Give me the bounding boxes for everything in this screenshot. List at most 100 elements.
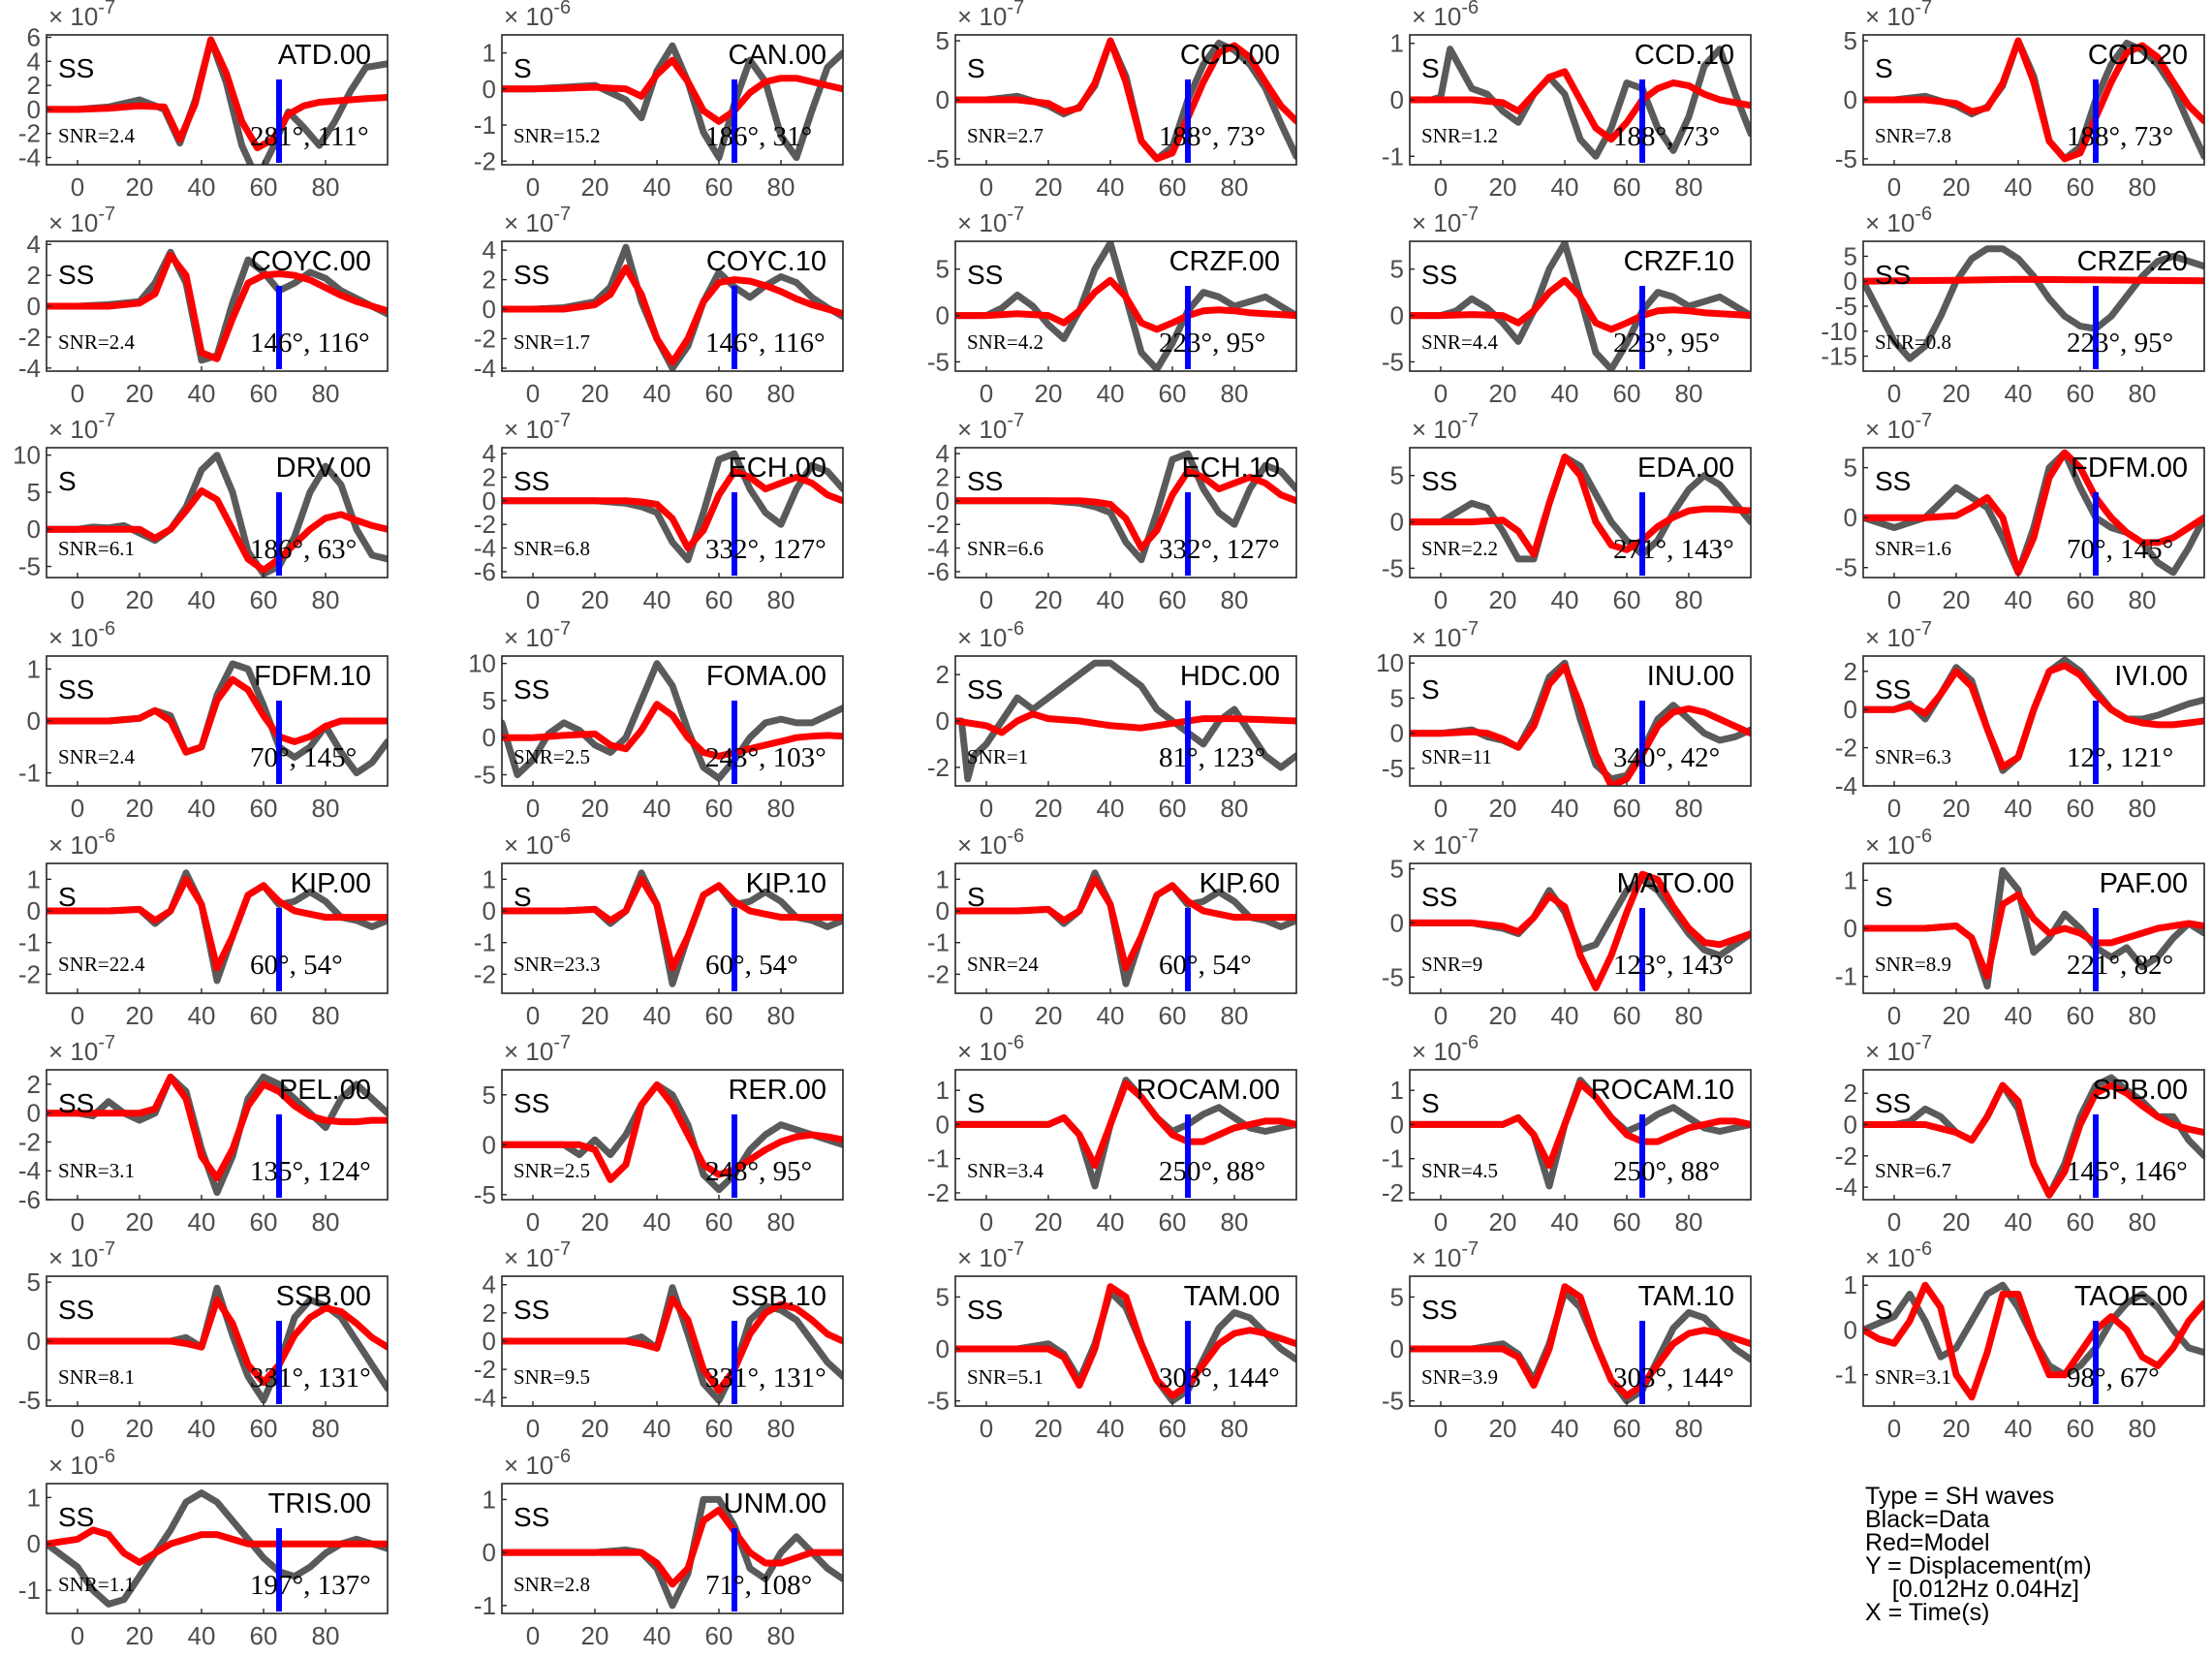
x-tick-label: 20 <box>1943 794 1971 823</box>
snr-label: SNR=6.1 <box>58 537 135 560</box>
x-tick-label: 40 <box>188 585 216 614</box>
azimuth-label: 340°, 42° <box>1613 742 1720 773</box>
azimuth-label: 146°, 116° <box>705 328 826 359</box>
model-trace <box>502 875 843 972</box>
x-tick-label: 20 <box>581 172 609 202</box>
station-label: SSB.00 <box>276 1281 371 1312</box>
y-tick-label: 10 <box>13 441 41 470</box>
y-tick-label: 1 <box>1390 29 1404 58</box>
x-tick-label: 60 <box>250 794 278 823</box>
x-tick-label: 0 <box>1887 1414 1901 1443</box>
model-trace <box>47 36 388 152</box>
phase-label: S <box>1875 882 1893 912</box>
model-trace <box>47 251 388 362</box>
y-tick-label: 5 <box>483 1080 496 1110</box>
phase-label: SS <box>514 466 549 496</box>
y-tick-label: -5 <box>1382 553 1404 582</box>
x-tick-label: 60 <box>1159 379 1187 408</box>
model-trace <box>502 701 843 760</box>
x-tick-label: 20 <box>1035 794 1063 823</box>
axes-box <box>501 447 844 579</box>
exponent-label: × 10-7 <box>504 1238 571 1272</box>
x-tick-label: 0 <box>1434 379 1448 408</box>
model-trace <box>47 1526 388 1566</box>
snr-label: SNR=4.2 <box>967 330 1044 354</box>
axes-box <box>1862 447 2205 579</box>
y-tick-label: 2 <box>483 1299 496 1328</box>
y-tick-label: -2 <box>474 510 496 539</box>
y-tick-label: -5 <box>1835 144 1857 173</box>
panel-kip-00: 0 20 40 60 80 -2-1 0 1× 10-6 S KIP.00 SNR=22.4 60°,… <box>18 826 389 1030</box>
x-tick-label: 40 <box>643 1414 671 1443</box>
station-label: ROCAM.10 <box>1591 1075 1734 1106</box>
y-tick-label: -2 <box>927 753 950 782</box>
phase-label: SS <box>58 1295 94 1325</box>
x-tick-label: 20 <box>1489 585 1517 614</box>
y-tick-label: -5 <box>1835 292 1857 321</box>
station-label: CAN.00 <box>728 40 826 71</box>
exponent-label: × 10-6 <box>504 826 571 860</box>
y-tick-label: -1 <box>927 928 950 957</box>
x-tick-label: 0 <box>1887 1207 1901 1236</box>
x-tick-label: 0 <box>71 1414 84 1443</box>
station-label: TRIS.00 <box>268 1488 371 1519</box>
x-tick-label: 80 <box>2129 1414 2157 1443</box>
y-tick-label: -5 <box>1382 962 1404 991</box>
data-trace <box>955 659 1296 783</box>
y-tick-label: 5 <box>27 478 41 507</box>
legend-band: [0.012Hz 0.04Hz] <box>1865 1576 2079 1603</box>
station-label: CCD.10 <box>1635 40 1734 71</box>
x-tick-label: 20 <box>1489 1414 1517 1443</box>
y-tick-label: -1 <box>927 1144 950 1174</box>
station-label: CCD.00 <box>1180 40 1280 71</box>
x-tick-label: 60 <box>1159 1207 1187 1236</box>
x-tick-label: 80 <box>1675 172 1703 202</box>
y-tick-label: 4 <box>483 439 496 468</box>
panel-tam-00: 0 20 40 60 80 -5 0 5× 10-7 SS TAM.00 SNR=5.1 303°, … <box>927 1238 1297 1443</box>
azimuth-label: 188°, 73° <box>2067 121 2173 152</box>
panel-ssb-00: 0 20 40 60 80 -5 0 5× 10-7 SS SSB.00 SNR=8.1 331°, … <box>18 1238 389 1443</box>
panel-kip-60: 0 20 40 60 80 -2-1 0 1× 10-6 S KIP.60 SNR=24 60°, 5… <box>927 826 1297 1030</box>
x-tick-label: 0 <box>980 172 993 202</box>
axes-box <box>1409 862 1752 994</box>
x-tick-label: 60 <box>250 585 278 614</box>
axes-box <box>46 34 389 166</box>
x-tick-label: 80 <box>312 172 340 202</box>
station-label: COYC.00 <box>251 246 371 277</box>
x-tick-label: 60 <box>705 794 733 823</box>
exponent-label: × 10-6 <box>1865 1238 1932 1272</box>
model-trace <box>1410 276 1751 333</box>
station-label: TAOE.00 <box>2074 1281 2188 1312</box>
x-tick-label: 40 <box>1551 172 1579 202</box>
exponent-label: × 10-7 <box>1412 826 1479 860</box>
x-tick-label: 20 <box>1035 585 1063 614</box>
snr-label: SNR=3.4 <box>967 1159 1044 1182</box>
y-tick-label: -1 <box>1835 962 1857 991</box>
x-tick-label: 20 <box>1035 1001 1063 1030</box>
azimuth-label: 271°, 143° <box>1613 534 1734 565</box>
exponent-label: × 10-7 <box>48 203 115 237</box>
azimuth-label: 70°, 145° <box>250 742 357 773</box>
y-tick-label: 5 <box>936 26 950 55</box>
model-trace <box>1863 662 2204 770</box>
x-tick-label: 60 <box>1159 794 1187 823</box>
y-tick-label: 1 <box>27 864 41 893</box>
y-tick-label: 0 <box>483 1327 496 1356</box>
model-trace <box>955 467 1296 551</box>
azimuth-label: 243°, 103° <box>705 742 826 773</box>
y-tick-label: 0 <box>483 1130 496 1159</box>
y-tick-label: 4 <box>483 1270 496 1299</box>
y-tick-label: 2 <box>1844 657 1857 686</box>
phase-label: S <box>58 466 77 496</box>
exponent-label: × 10-7 <box>48 0 115 31</box>
model-trace <box>1863 1281 2204 1401</box>
axes-box <box>1409 655 1752 787</box>
x-tick-label: 80 <box>1221 794 1249 823</box>
azimuth-label: 60°, 54° <box>1159 950 1252 981</box>
y-tick-label: 1 <box>1844 865 1857 894</box>
x-tick-label: 80 <box>767 1207 795 1236</box>
exponent-label: × 10-7 <box>48 410 115 444</box>
model-trace <box>955 1283 1296 1399</box>
x-tick-label: 80 <box>1221 172 1249 202</box>
legend-type: Type = SH waves <box>1865 1483 2055 1510</box>
